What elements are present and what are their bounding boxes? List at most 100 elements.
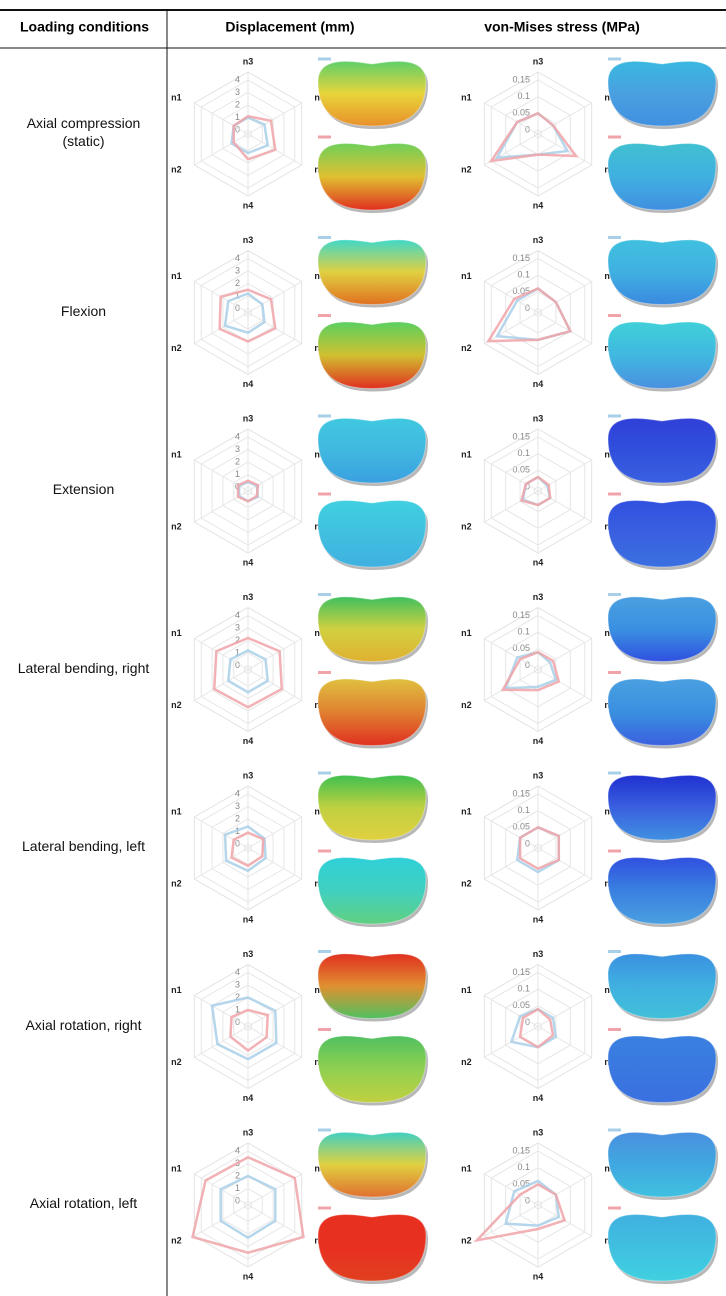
axis-label: n1 (171, 1163, 182, 1173)
axis-label: n4 (243, 200, 254, 210)
mesh-model (318, 1214, 426, 1281)
r-tick-label: 4 (235, 1145, 240, 1155)
loading-condition: Lateral bending, left (0, 837, 167, 855)
r-tick-label: 4 (235, 431, 240, 441)
axis-label: n3 (533, 770, 544, 780)
header-cell: von-Mises stress (MPa) (484, 19, 640, 35)
mesh-model (318, 597, 426, 662)
axis-label: n3 (533, 949, 544, 959)
axis-label: n1 (171, 985, 182, 995)
r-tick-label: 2 (235, 99, 240, 109)
axis-label: n2 (461, 343, 472, 353)
mesh-model (608, 679, 716, 746)
axis-label: n3 (243, 413, 254, 423)
mesh-model (608, 597, 716, 662)
r-tick-label: 4 (235, 788, 240, 798)
axis-label: n4 (243, 557, 254, 567)
r-tick-label: 0.1 (517, 270, 530, 280)
loading-condition: Axial compression (static) (0, 114, 167, 150)
mesh-model (608, 857, 716, 924)
axis-label: n1 (171, 92, 182, 102)
r-tick-label: 0.15 (512, 74, 530, 84)
r-tick-label: 4 (235, 610, 240, 620)
axis-label: n2 (461, 878, 472, 888)
axis-label: n3 (533, 235, 544, 245)
r-tick-label: 0.1 (517, 1162, 530, 1172)
axis-label: n4 (533, 736, 544, 746)
r-tick-label: 3 (235, 979, 240, 989)
axis-label: n2 (171, 164, 182, 174)
axis-label: n3 (533, 1127, 544, 1137)
mesh-model (318, 775, 426, 840)
loading-condition: Axial rotation, left (0, 1194, 167, 1212)
mesh-model (608, 418, 716, 483)
r-tick-label: 0.15 (512, 253, 530, 263)
r-tick-label: 3 (235, 622, 240, 632)
mesh-model (608, 322, 716, 389)
axis-label: n3 (243, 235, 254, 245)
axis-label: n2 (171, 521, 182, 531)
mesh-model (318, 679, 426, 746)
r-tick-label: 0.1 (517, 91, 530, 101)
mesh-model (608, 500, 716, 567)
page: Loading conditions Displacement (mm) von… (0, 0, 726, 1296)
mesh-model (318, 500, 426, 567)
r-tick-label: 0.15 (512, 788, 530, 798)
r-tick-label: 4 (235, 74, 240, 84)
axis-label: n3 (533, 592, 544, 602)
axis-label: n1 (461, 628, 472, 638)
mesh-model (608, 1036, 716, 1103)
axis-label: n2 (171, 878, 182, 888)
r-tick-label: 0.05 (512, 1000, 530, 1010)
axis-label: n2 (171, 1235, 182, 1245)
axis-label: n1 (461, 449, 472, 459)
axis-label: n1 (171, 271, 182, 281)
r-tick-label: 0.1 (517, 448, 530, 458)
r-tick-label: 0.15 (512, 431, 530, 441)
axis-label: n4 (533, 1093, 544, 1103)
axis-label: n4 (243, 1271, 254, 1281)
axis-label: n2 (461, 700, 472, 710)
r-tick-label: 3 (235, 87, 240, 97)
axis-label: n1 (461, 92, 472, 102)
radar-series (232, 833, 264, 866)
axis-label: n1 (461, 271, 472, 281)
header-cell: Loading conditions (20, 19, 149, 35)
r-tick-label: 3 (235, 444, 240, 454)
mesh-model (318, 322, 426, 389)
r-tick-label: 4 (235, 967, 240, 977)
mesh-model (318, 418, 426, 483)
r-tick-label: 0.15 (512, 610, 530, 620)
r-tick-label: 0.1 (517, 805, 530, 815)
mesh-model (318, 61, 426, 126)
r-tick-label: 0.1 (517, 984, 530, 994)
axis-label: n4 (533, 379, 544, 389)
r-tick-label: 2 (235, 278, 240, 288)
axis-label: n4 (533, 200, 544, 210)
r-tick-label: 2 (235, 456, 240, 466)
mesh-model (318, 954, 426, 1019)
mesh-model (608, 61, 716, 126)
loading-condition: Flexion (0, 302, 167, 320)
axis-label: n1 (171, 449, 182, 459)
r-tick-label: 0.15 (512, 967, 530, 977)
r-tick-label: 1 (235, 112, 240, 122)
axis-label: n4 (243, 736, 254, 746)
r-tick-label: 2 (235, 813, 240, 823)
axis-label: n3 (243, 770, 254, 780)
axis-label: n1 (461, 806, 472, 816)
axis-label: n2 (461, 1057, 472, 1067)
mesh-model (318, 1132, 426, 1197)
mesh-model (608, 240, 716, 305)
mesh-model (318, 143, 426, 210)
axis-label: n4 (243, 914, 254, 924)
axis-label: n4 (533, 557, 544, 567)
r-tick-label: 0.1 (517, 627, 530, 637)
mesh-model (318, 857, 426, 924)
axis-label: n4 (243, 1093, 254, 1103)
mesh-model (318, 240, 426, 305)
mesh-model (608, 775, 716, 840)
axis-label: n2 (461, 521, 472, 531)
axis-label: n1 (171, 806, 182, 816)
mesh-model (608, 1132, 716, 1197)
